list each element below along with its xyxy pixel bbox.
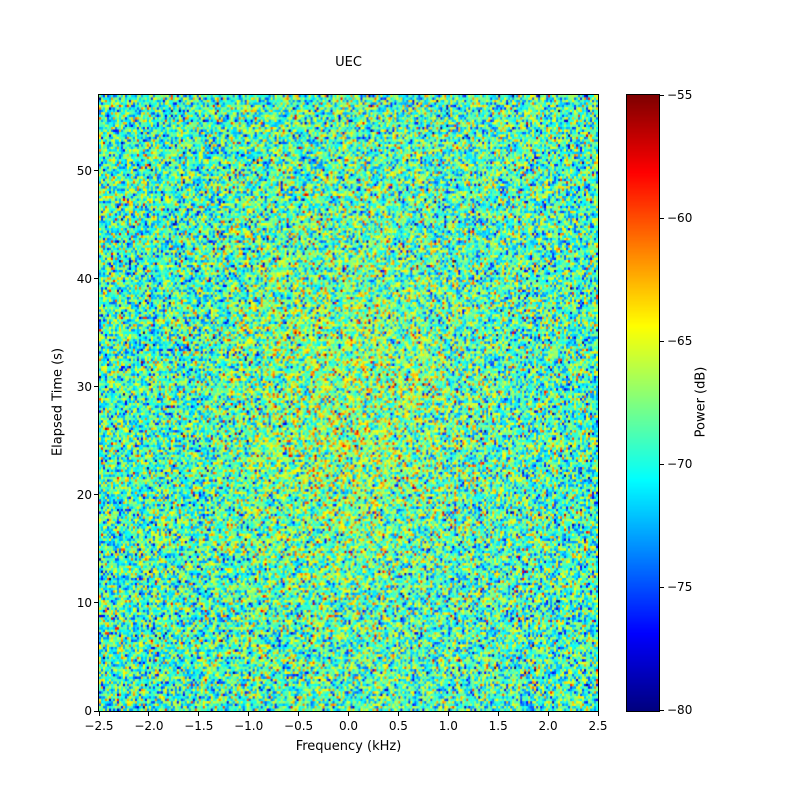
x-tick-label: −0.5: [284, 719, 314, 733]
x-tick-label: 1.5: [488, 719, 508, 733]
colorbar: [626, 94, 660, 712]
colorbar-tick-label: −65: [667, 334, 693, 348]
colorbar-tick-mark: [660, 709, 664, 711]
x-tick-mark: [298, 712, 300, 716]
colorbar-tick-mark: [660, 463, 664, 465]
y-tick-label: 40: [76, 271, 92, 286]
y-tick-label: 20: [76, 487, 92, 502]
x-tick-mark: [348, 712, 349, 716]
spectrogram-heatmap: [98, 94, 599, 712]
x-tick-mark: [447, 712, 449, 716]
x-tick-mark: [98, 712, 100, 716]
x-tick-label: 2.5: [588, 719, 608, 733]
y-tick-mark: [94, 170, 98, 172]
colorbar-tick-label: −80: [667, 703, 693, 717]
colorbar-tick-label: −75: [667, 580, 693, 594]
y-tick-label: 50: [76, 163, 92, 178]
x-tick-mark: [148, 712, 150, 716]
y-tick-mark: [94, 710, 98, 712]
x-tick-mark: [198, 712, 200, 716]
x-tick-label: −1.5: [184, 719, 214, 733]
x-tick-label: −1.0: [234, 719, 264, 733]
colorbar-tick-mark: [660, 94, 664, 96]
colorbar-tick-label: −55: [667, 88, 693, 102]
y-tick-mark: [94, 278, 98, 280]
y-tick-mark: [94, 494, 98, 496]
x-tick-mark: [547, 712, 549, 716]
x-tick-mark: [397, 712, 399, 716]
colorbar-label: Power (dB): [693, 366, 709, 438]
x-tick-label: 0.5: [388, 719, 408, 733]
colorbar-tick-mark: [660, 340, 664, 342]
colorbar-tick-label: −70: [667, 457, 693, 471]
x-tick-mark: [497, 712, 499, 716]
colorbar-tick-mark: [660, 586, 664, 588]
y-tick-label: 10: [76, 595, 92, 610]
x-tick-mark: [248, 712, 250, 716]
x-tick-label: −2.0: [134, 719, 164, 733]
chart-title: UEC: [335, 55, 362, 70]
y-axis-label: Elapsed Time (s): [50, 347, 66, 457]
x-tick-label: −2.5: [84, 719, 114, 733]
x-tick-label: 2.0: [538, 719, 558, 733]
y-tick-label: 0: [84, 704, 92, 718]
x-tick-mark: [597, 712, 599, 716]
x-axis-label: Frequency (kHz): [295, 739, 402, 754]
y-tick-label: 30: [76, 379, 92, 394]
colorbar-tick-label: −60: [667, 211, 693, 225]
y-tick-mark: [94, 386, 98, 388]
x-tick-label: 0.0: [338, 719, 359, 733]
colorbar-tick-mark: [660, 217, 664, 219]
x-tick-label: 1.0: [438, 719, 458, 733]
y-tick-mark: [94, 602, 98, 604]
